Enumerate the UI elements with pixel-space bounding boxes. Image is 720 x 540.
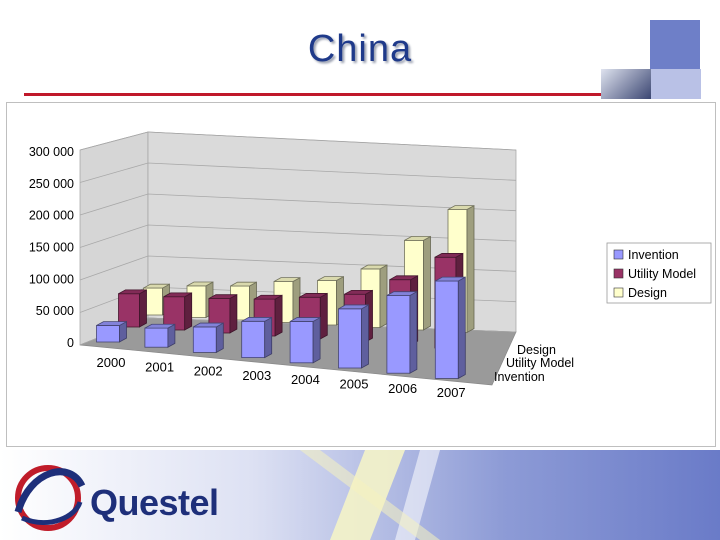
bar [386, 291, 418, 374]
bar [144, 323, 176, 348]
questel-logo: Questel [90, 482, 219, 523]
y-tick-label: 200 000 [29, 209, 74, 223]
legend-label: Design [628, 286, 667, 300]
x-tick-label: 2004 [291, 372, 320, 387]
legend-label: Utility Model [628, 267, 696, 281]
bar [163, 292, 193, 331]
depth-axis-label: Invention [494, 370, 545, 384]
bar [192, 322, 224, 354]
x-tick-label: 2003 [242, 368, 271, 383]
y-tick-label: 100 000 [29, 272, 74, 286]
decor-square-blue [650, 20, 700, 70]
bar [241, 316, 273, 359]
bar [118, 289, 147, 328]
y-tick-label: 0 [67, 336, 74, 350]
logo-ring-icon [15, 465, 81, 531]
decor-square-light [651, 69, 701, 99]
x-tick-label: 2007 [437, 385, 466, 400]
title-underline [24, 93, 684, 96]
y-tick-label: 300 000 [29, 145, 74, 159]
patent-chart: 0 50 000 100 000 150 000 200 000 250 000 300 0… [29, 131, 712, 400]
bar [338, 304, 369, 369]
y-tick-label: 50 000 [36, 304, 74, 318]
slide-title: China [307, 28, 413, 70]
decor-square-image [601, 69, 651, 99]
legend-swatch [613, 249, 624, 260]
legend-swatch [613, 287, 624, 298]
legend-box [606, 242, 712, 304]
bar [289, 316, 321, 364]
depth-axis-label: Utility Model [506, 356, 574, 370]
x-tick-label: 2000 [97, 355, 126, 370]
x-tick-label: 2005 [340, 377, 369, 392]
x-tick-label: 2006 [388, 381, 417, 396]
x-tick-label: 2001 [145, 359, 174, 374]
y-tick-label: 150 000 [29, 241, 74, 255]
bar [434, 276, 466, 380]
legend-label: Invention [628, 248, 679, 262]
footer-swoosh [14, 450, 440, 540]
footer-band [0, 450, 720, 540]
x-tick-label: 2002 [194, 364, 223, 379]
depth-axis-label: Design [517, 343, 556, 357]
y-tick-label: 250 000 [29, 177, 74, 191]
legend-swatch [613, 268, 624, 279]
bar [96, 320, 127, 343]
